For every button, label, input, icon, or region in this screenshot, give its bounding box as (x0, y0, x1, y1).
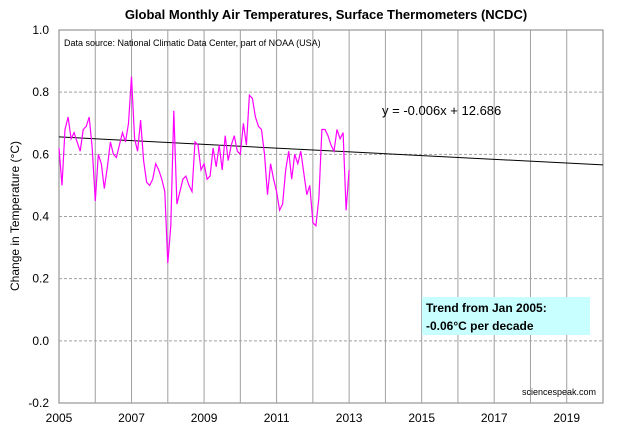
trend-box-line2: -0.06°C per decade (426, 319, 534, 333)
y-tick-label: -0.2 (28, 396, 49, 410)
x-tick-labels: 2005 2007 2009 2011 2013 2015 2017 2019 (46, 411, 581, 425)
series-line-temperature (58, 76, 350, 264)
x-tick-label: 2015 (408, 411, 435, 425)
grid-lines (59, 30, 603, 403)
trend-equation: y = -0.006x + 12.686 (382, 103, 501, 118)
x-tick-label: 2017 (481, 411, 508, 425)
y-axis-label: Change in Temperature (°C) (8, 141, 22, 291)
x-tick-label: 2011 (264, 411, 290, 425)
y-tick-label: 0.0 (32, 334, 49, 348)
trend-box-line1: Trend from Jan 2005: (426, 301, 547, 315)
y-tick-label: 0.6 (32, 147, 49, 161)
trend-box (422, 297, 590, 335)
y-tick-label: 0.2 (32, 272, 49, 286)
y-tick-labels: -0.2 0.0 0.2 0.4 0.6 0.8 1.0 (28, 23, 49, 410)
y-tick-label: 0.8 (32, 85, 49, 99)
x-tick-label: 2013 (336, 411, 363, 425)
credit-text: sciencespeak.com (522, 387, 596, 397)
y-tick-label: 0.4 (32, 210, 49, 224)
x-tick-label: 2009 (191, 411, 218, 425)
trend-line (58, 136, 604, 166)
y-tick-label: 1.0 (32, 23, 49, 37)
x-tick-label: 2007 (118, 411, 145, 425)
x-tick-label: 2019 (553, 411, 580, 425)
x-tick-label: 2005 (46, 411, 73, 425)
source-note: Data source: National Climatic Data Cent… (64, 38, 321, 48)
chart-title: Global Monthly Air Temperatures, Surface… (125, 7, 527, 22)
